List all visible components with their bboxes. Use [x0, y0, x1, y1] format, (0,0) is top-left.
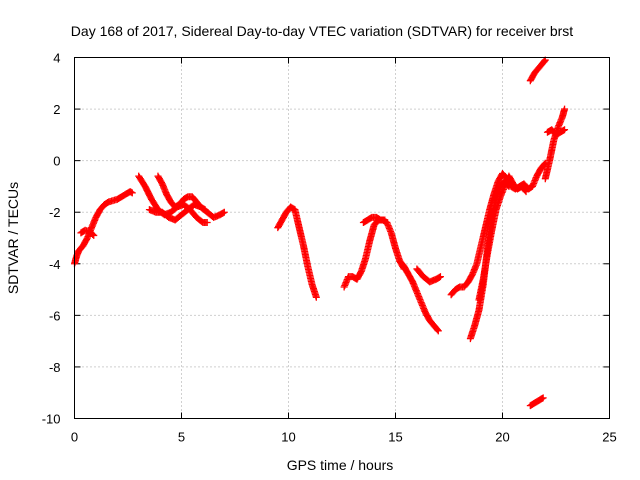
- data-point: [539, 394, 547, 402]
- x-tick-label: 5: [178, 430, 185, 445]
- series-seg1: [71, 188, 136, 268]
- y-tick-labels: 4 2 0 -2 -4 -6 -8 -10: [42, 51, 61, 427]
- x-axis-label: GPS time / hours: [287, 457, 394, 473]
- x-tick-label: 15: [388, 430, 402, 445]
- data-point: [436, 273, 444, 281]
- data-point: [381, 216, 389, 224]
- data-point: [521, 187, 529, 195]
- data-point: [541, 57, 549, 65]
- data-point: [128, 189, 136, 197]
- data-marks: [71, 56, 569, 410]
- data-point: [434, 327, 442, 335]
- data-point: [203, 219, 211, 227]
- x-tick-label: 25: [602, 430, 616, 445]
- series-seg16: [526, 394, 547, 410]
- series-seg9: [413, 265, 444, 286]
- y-tick-label: 0: [53, 154, 60, 169]
- grid: [74, 57, 610, 419]
- y-axis-label: SDTVAR / TECUs: [5, 182, 21, 294]
- data-point: [433, 326, 441, 334]
- series-seg1b: [77, 226, 98, 239]
- y-tick-label: 4: [53, 51, 60, 66]
- series-seg13: [541, 105, 569, 183]
- series-seg12: [475, 172, 530, 304]
- x-tick-label: 10: [281, 430, 295, 445]
- y-tick-label: -10: [42, 412, 61, 427]
- data-point: [90, 231, 98, 239]
- chart-title: Day 168 of 2017, Sidereal Day-to-day VTE…: [71, 23, 573, 39]
- data-point: [561, 126, 569, 134]
- y-tick-label: 2: [53, 102, 60, 117]
- x-tick-labels: 0 5 10 15 20 25: [71, 430, 617, 445]
- series-seg15: [526, 56, 549, 85]
- x-tick-label: 0: [71, 430, 78, 445]
- series-seg7: [359, 213, 389, 227]
- data-point: [522, 188, 530, 196]
- series-seg6: [340, 216, 408, 291]
- data-point: [561, 105, 569, 113]
- data-point: [220, 208, 228, 216]
- series-seg8: [396, 257, 442, 335]
- plot-frame: [74, 57, 610, 419]
- data-point: [89, 230, 97, 238]
- y-tick-label: -2: [49, 205, 61, 220]
- y-tick-label: -6: [49, 308, 61, 323]
- data-point: [312, 293, 320, 301]
- y-tick-label: -4: [49, 257, 61, 272]
- series-seg14: [543, 126, 569, 139]
- series-seg5: [274, 203, 320, 301]
- series-seg10: [447, 159, 549, 299]
- series-seg4: [145, 200, 228, 224]
- y-tick-label: -8: [49, 360, 61, 375]
- x-tick-label: 20: [495, 430, 509, 445]
